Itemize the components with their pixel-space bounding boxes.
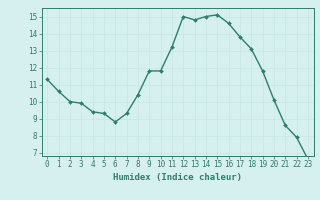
X-axis label: Humidex (Indice chaleur): Humidex (Indice chaleur) <box>113 173 242 182</box>
